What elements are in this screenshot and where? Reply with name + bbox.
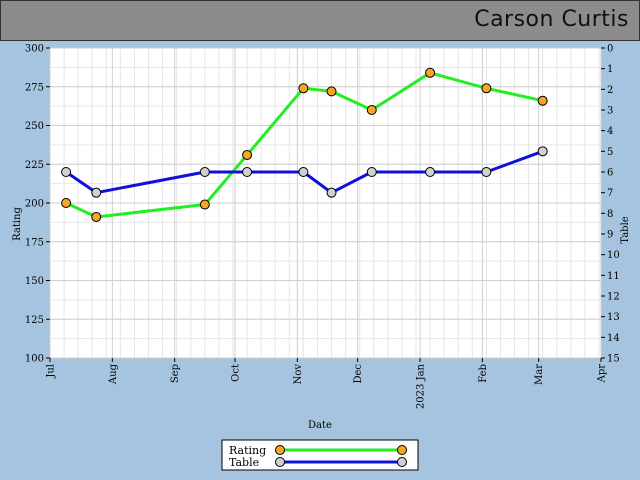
right-axis-tick-label: 14 (607, 333, 620, 344)
player-name: Carson Curtis (474, 7, 629, 32)
x-axis-title: Date (308, 420, 332, 431)
left-axis-tick-label: 200 (25, 199, 44, 210)
right-axis-tick-label: 15 (607, 354, 620, 365)
x-axis-tick-label: Sep (170, 364, 181, 383)
right-axis-tick-label: 9 (607, 230, 613, 241)
legend-marker-table (275, 457, 285, 467)
right-axis-tick-label: 0 (607, 44, 613, 55)
left-axis-tick-label: 100 (25, 354, 44, 365)
series-line-rating (65, 71, 544, 219)
right-axis-tick-label: 2 (607, 85, 613, 96)
right-axis-tick-label: 8 (607, 209, 613, 220)
legend-box (221, 439, 419, 471)
right-axis-tick-label: 5 (607, 147, 613, 158)
legend-marker-table (397, 457, 407, 467)
series-markers (61, 67, 548, 222)
data-point-table (366, 167, 377, 177)
left-axis-tick-label: 275 (25, 82, 44, 93)
left-axis-title: Rating (12, 207, 23, 241)
left-axis-tick-label: 125 (25, 315, 44, 326)
series-line-table (65, 149, 544, 195)
data-point-rating (537, 95, 548, 106)
data-point-table (61, 167, 72, 177)
legend-marker-rating (275, 445, 285, 455)
data-point-rating (199, 199, 210, 210)
data-point-rating (298, 83, 309, 94)
data-point-table (425, 167, 436, 177)
right-axis-tick-label: 10 (607, 250, 620, 261)
data-point-table (298, 167, 309, 177)
x-axis-tick-label: Aug (108, 363, 119, 385)
data-point-rating (61, 198, 72, 208)
left-axis-tick-label: 150 (25, 276, 44, 287)
legend-label-table: Table (229, 456, 259, 469)
x-axis-tick-label: Oct (231, 364, 242, 382)
right-axis-tick-label: 13 (607, 312, 620, 323)
left-axis-tick-label: 175 (25, 237, 44, 248)
right-axis-tick-label: 7 (607, 188, 613, 199)
header-bar: Carson Curtis (0, 0, 640, 41)
x-axis-tick-label: Apr (597, 364, 608, 384)
right-axis-tick-label: 11 (607, 271, 620, 282)
x-axis-tick-label: 2023 Jan (416, 363, 427, 409)
legend-label-rating: Rating (229, 444, 266, 457)
left-axis: 100 125 150 175 200 225 250 275 300 (25, 44, 50, 365)
data-point-table (91, 187, 102, 198)
right-axis-tick-label: 3 (607, 106, 613, 117)
right-axis-tick-label: 4 (607, 126, 613, 137)
right-axis-tick-label: 1 (607, 64, 613, 75)
left-axis-tick-label: 225 (25, 160, 44, 171)
left-axis-tick-label: 300 (25, 44, 44, 55)
left-axis-tick-label: 250 (25, 121, 44, 132)
data-point-rating (242, 149, 253, 160)
data-point-table (326, 187, 337, 198)
data-point-table (242, 167, 253, 177)
x-axis-tick-label: Feb (478, 364, 489, 383)
data-point-table (199, 167, 210, 177)
data-point-rating (366, 105, 377, 115)
grid (49, 47, 602, 359)
data-point-rating (326, 86, 337, 97)
data-point-rating (91, 211, 102, 222)
right-axis-tick-label: 12 (607, 292, 620, 303)
x-axis-tick-label: Jul (46, 364, 57, 379)
x-axis-tick-label: Dec (353, 364, 364, 384)
x-axis: Jul Aug Sep Oct Nov Dec 2023 Jan Feb Mar Apr (46, 358, 608, 409)
legend-marker-rating (397, 445, 407, 455)
right-axis-title: Table (620, 216, 631, 243)
data-point-rating (481, 83, 492, 94)
data-point-table (481, 167, 492, 177)
x-axis-tick-label: Nov (293, 364, 304, 385)
data-point-table (537, 146, 548, 157)
data-point-rating (425, 67, 436, 78)
series-lines (65, 71, 544, 219)
right-axis-tick-label: 6 (607, 168, 613, 179)
x-axis-tick-label: Mar (534, 364, 545, 385)
